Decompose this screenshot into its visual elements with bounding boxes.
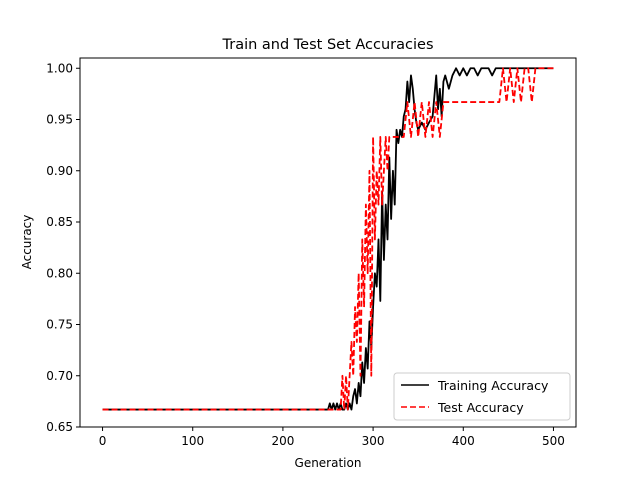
test-accuracy-line: [102, 67, 554, 411]
y-tick-label: 0.95: [46, 113, 73, 127]
y-tick-label: 0.75: [46, 318, 73, 332]
plot-area: [79, 57, 577, 428]
y-axis-label: Accuracy: [20, 215, 34, 270]
legend: Training Accuracy Test Accuracy: [393, 372, 571, 421]
x-tick-label: 500: [542, 434, 565, 448]
x-tick-label: 300: [362, 434, 385, 448]
x-tick-label: 100: [181, 434, 204, 448]
x-axis-label: Generation: [295, 456, 362, 470]
series-layer: [102, 67, 554, 411]
x-tick-label: 0: [99, 434, 107, 448]
legend-test-label: Test Accuracy: [437, 400, 524, 415]
y-tick-label: 0.85: [46, 215, 73, 229]
legend-box: [393, 372, 571, 421]
y-tick-label: 0.90: [46, 164, 73, 178]
x-tick-label: 400: [452, 434, 475, 448]
y-tick-label: 0.70: [46, 369, 73, 383]
y-axis: 0.65 0.70 0.75 0.80 0.85 0.90 0.95 1.00: [46, 61, 80, 434]
x-tick-label: 200: [271, 434, 294, 448]
y-tick-label: 0.80: [46, 266, 73, 280]
y-tick-label: 0.65: [46, 420, 73, 434]
y-tick-label: 1.00: [46, 61, 73, 75]
training-accuracy-line: [102, 67, 554, 411]
chart-title: Train and Test Set Accuracies: [222, 37, 434, 53]
plot-frame: [79, 57, 577, 428]
legend-training-label: Training Accuracy: [437, 378, 549, 393]
x-axis: 0 100 200 300 400 500: [99, 427, 565, 448]
